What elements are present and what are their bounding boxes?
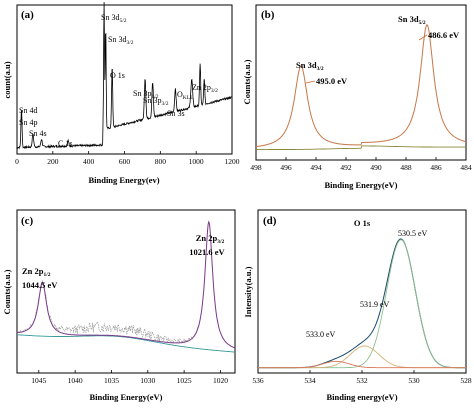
panel-a-annotation-8: Sn 4d	[19, 106, 37, 115]
panel-b-label: (b)	[261, 9, 275, 21]
panel-c-zn2p-spectrum: (c) Binding Energy(eV) Counts(a.u.) 1045…	[2, 209, 236, 402]
panel-a-tick-label-2: 400	[83, 157, 95, 166]
panel-a-annotations: Sn 3d5/2 Sn 3d3/2 O 1s Sn 3p1/2Sn 3p3/2 Sn 3…	[19, 13, 218, 148]
panel-b-frame	[255, 4, 467, 161]
panel-d-peak-value-1: 531.9 eV	[360, 300, 390, 309]
panel-a-annotation-6: OKLL	[177, 90, 194, 101]
panel-c-peak-value-1: 1021.6 eV	[189, 247, 225, 257]
panel-c-xlabel: Binding Energy(eV)	[90, 392, 163, 402]
panel-a-annotation-3: Sn 3p1/2	[133, 89, 159, 100]
panel-b-tick-label-7: 484	[460, 163, 472, 172]
panel-d-annotations: 530.5 eV 531.9 eV 533.0 eV	[306, 229, 428, 339]
panel-c-baseline	[16, 334, 236, 353]
panel-a-tick-label-5: 1000	[189, 157, 204, 166]
panel-d-fit-curves	[258, 238, 466, 369]
panel-a-tick-label-0: 0	[15, 157, 19, 166]
panel-c-tick-label-3: 1030	[140, 376, 155, 385]
panel-a-annotation-5: Sn 3s	[167, 109, 185, 118]
panel-a-tick-label-3: 600	[119, 157, 131, 166]
panel-c-tick-label-1: 1040	[68, 376, 83, 385]
panel-a-survey-spectrum: (a) Binding Energy(ev) count(a.u) 0 200 40…	[2, 1, 240, 185]
panel-c-peak-label-0: Zn 2p1/2	[22, 266, 51, 278]
panel-b-tick-label-0: 498	[250, 163, 262, 172]
panel-a-annotation-9: Sn 4p	[19, 118, 37, 127]
panel-a-xticks: 0 200 400 600 800 1000 1200	[15, 151, 240, 166]
panel-d-component-line-2	[258, 360, 466, 369]
panel-d-peak-value-2: 533.0 eV	[306, 330, 336, 339]
panel-a-tick-label-1: 200	[47, 157, 59, 166]
panel-a-spectrum-line	[16, 1, 233, 150]
panel-b-xlabel: Binding Energy(eV)	[325, 180, 398, 190]
panel-d-frame	[257, 209, 467, 374]
panel-a-ylabel: count(a.u)	[2, 61, 12, 98]
panel-a-label: (a)	[21, 9, 34, 21]
panel-c-tick-label-4: 1025	[177, 376, 192, 385]
panel-d-tick-label-3: 530	[408, 376, 420, 385]
panel-b-spectrum-line	[255, 23, 467, 148]
panel-c-tick-label-0: 1045	[31, 376, 46, 385]
panel-c-annotations: Zn 2p1/2 1044.5 eV Zn 2p3/2 1021.6 eV	[22, 233, 226, 290]
panel-c-xticks: 1045 1040 1035 1030 1025 1020	[31, 370, 228, 385]
panel-b-peak-value-1: 486.6 eV	[428, 30, 460, 40]
panel-b-tick-label-2: 494	[310, 163, 322, 172]
panel-c-peak-label-1: Zn 2p3/2	[196, 233, 225, 245]
panel-a-tick-label-4: 800	[155, 157, 167, 166]
panel-b-fit-line	[255, 24, 467, 147]
panel-d-title: O 1s	[354, 218, 371, 228]
panel-a-annotation-0: Sn 3d5/2	[101, 13, 127, 24]
panel-a-annotation-2: O 1s	[110, 71, 125, 80]
panel-b-peak-label-0: Sn 3d3/2	[296, 60, 324, 72]
panel-b-peak-label-1: Sn 3d5/2	[398, 14, 426, 26]
panel-a-annotation-11: C 1s	[58, 139, 72, 148]
panel-a-tick-label-6: 1200	[225, 157, 240, 166]
panel-c-tick-label-5: 1020	[213, 376, 228, 385]
panel-c-peak-value-0: 1044.5 eV	[22, 280, 58, 290]
panel-b-tick-label-5: 488	[400, 163, 412, 172]
panel-a-xlabel: Binding Energy(ev)	[88, 175, 159, 185]
panel-b-baseline	[256, 145, 466, 151]
panel-b-peak-arrow-0	[305, 80, 316, 84]
panel-d-peak-value-0: 530.5 eV	[398, 229, 428, 238]
panel-d-ylabel: Intensity(a.u.)	[243, 266, 253, 317]
panel-d-o1s-spectrum: (d) O 1s Binding energy(eV) Intensity(a.…	[243, 209, 472, 402]
panel-d-tick-label-2: 532	[356, 376, 368, 385]
panel-a-annotation-4: Sn 3p3/2	[143, 96, 169, 107]
panel-b-ylabel: Counts(a.u.)	[242, 59, 252, 104]
panel-b-tick-label-1: 496	[280, 163, 292, 172]
panel-d-tick-label-4: 528	[460, 376, 472, 385]
panel-b-sn3d-spectrum: (b) Binding Energy(eV) Counts(a.u.) 498 4…	[242, 4, 472, 190]
panel-a-annotation-7: Zn 2p3/2	[192, 83, 218, 94]
panel-a-annotation-1: Sn 3d3/2	[108, 35, 134, 46]
panel-b-tick-label-4: 490	[370, 163, 382, 172]
panel-b-peak-arrow-1	[418, 34, 428, 41]
panel-d-tick-label-0: 536	[252, 376, 264, 385]
panel-a-annotation-10: Sn 4s	[29, 129, 47, 138]
panel-c-frame	[16, 209, 236, 374]
panel-d-xlabel: Binding energy(eV)	[326, 392, 397, 402]
panel-c-tick-label-2: 1035	[104, 376, 119, 385]
panel-c-label: (c)	[21, 215, 34, 227]
panel-d-xticks: 536 534 532 530 528	[252, 370, 472, 385]
panel-c-ylabel: Counts(a.u.)	[2, 269, 12, 314]
panel-b-tick-label-6: 486	[430, 163, 442, 172]
panel-b-peak-value-0: 495.0 eV	[316, 76, 348, 86]
panel-d-tick-label-1: 534	[304, 376, 316, 385]
panel-d-label: (d)	[263, 215, 277, 227]
panel-b-tick-label-3: 492	[340, 163, 352, 172]
panel-b-xticks: 498 496 494 492 490 488 486 484	[250, 157, 472, 172]
panel-c-spectrum-line	[16, 221, 236, 349]
